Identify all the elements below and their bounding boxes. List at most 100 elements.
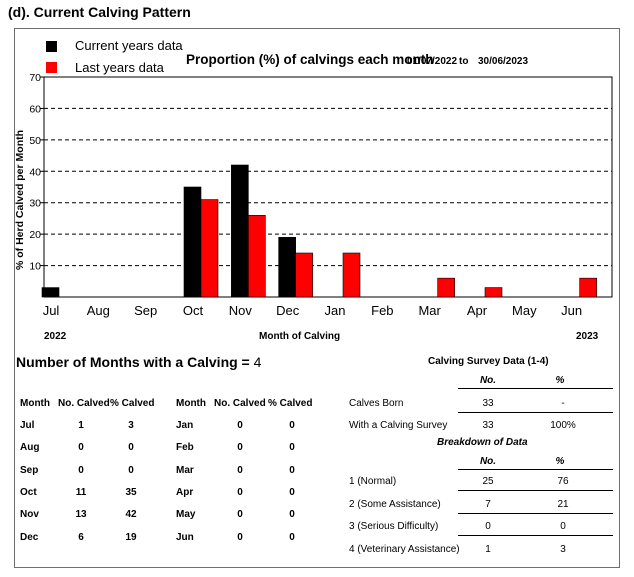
calving-bar-chart: 10 20 30 40 50 60 70 Jul Aug Sep Oct Nov Dec Jan Feb Ma…	[29, 72, 613, 318]
y-tick-label: 50	[29, 135, 41, 147]
plot-area	[43, 76, 613, 298]
x-tick-label: Aug	[87, 303, 110, 318]
calved-cell: 0	[78, 464, 84, 476]
survey-row-label: Calves Born	[349, 398, 404, 409]
x-tick-label: Nov	[229, 303, 253, 318]
bar-current	[231, 164, 249, 298]
year-end-label: 2023	[576, 331, 599, 342]
bar-current	[41, 287, 60, 298]
x-tick-label: May	[512, 303, 537, 318]
year-start-label: 2022	[44, 331, 67, 342]
pct-cell: 0	[128, 464, 134, 476]
chart-title: Proportion (%) of calvings each month	[186, 52, 434, 67]
legend-swatch-current	[46, 41, 57, 52]
x-tick-label: Oct	[183, 303, 204, 318]
col-header-month-right: Month	[176, 398, 206, 409]
date-to: 30/06/2023	[478, 56, 529, 67]
breakdown-row-rule	[458, 490, 613, 491]
breakdown-col-no: No.	[479, 456, 497, 467]
pct-cell: 0	[289, 531, 295, 543]
y-tick-label: 70	[29, 72, 41, 84]
pct-cell: 0	[289, 464, 295, 476]
x-tick-label: Jun	[561, 303, 582, 318]
month-cell: Jul	[20, 420, 35, 431]
y-tick-label: 30	[29, 198, 41, 210]
survey-row-rule	[458, 412, 613, 413]
breakdown-row-rule	[458, 512, 613, 514]
calved-cell: 0	[237, 531, 243, 543]
date-to-word: to	[459, 56, 469, 67]
col-header-calved-right: No. Calved	[214, 398, 266, 409]
breakdown-pct: 0	[560, 521, 566, 533]
pct-cell: 3	[128, 420, 134, 431]
survey-row-pct: -	[561, 398, 565, 409]
breakdown-no: 0	[485, 521, 491, 533]
x-axis-label: Month of Calving	[259, 331, 341, 342]
month-cell: Apr	[176, 486, 194, 498]
month-cell: Jan	[176, 420, 194, 431]
months-with-calving: Number of Months with a Calving = 4	[16, 354, 261, 370]
pct-cell: 0	[128, 442, 134, 454]
month-cell: May	[176, 509, 196, 521]
pct-cell: 19	[125, 531, 137, 543]
month-cell: Aug	[20, 442, 40, 454]
bar-last	[200, 199, 219, 298]
calved-cell: 0	[237, 420, 243, 431]
calved-cell: 0	[237, 442, 243, 454]
y-tick-label: 10	[29, 261, 41, 273]
x-tick-label: Jul	[43, 303, 60, 318]
y-tick-label: 60	[29, 103, 41, 115]
month-cell: Mar	[176, 464, 194, 476]
months-with-calving-value: 4	[253, 354, 262, 370]
breakdown-title: Breakdown of Data	[437, 437, 528, 448]
x-tick-label: Feb	[371, 303, 393, 318]
report-frame	[14, 28, 620, 568]
month-cell: Oct	[20, 486, 37, 498]
pct-cell: 0	[289, 486, 295, 498]
pct-cell: 0	[289, 420, 295, 431]
survey-col-no: No.	[479, 375, 497, 386]
bar-last	[484, 287, 503, 298]
legend-label-last: Last years data	[75, 60, 164, 75]
calved-cell: 0	[78, 442, 84, 454]
breakdown-label: 1 (Normal)	[349, 476, 397, 487]
calved-cell: 0	[237, 464, 243, 476]
survey-row-pct: 100%	[550, 420, 576, 431]
col-header-pct-left: % Calved	[110, 398, 155, 409]
calved-cell: 0	[237, 509, 243, 521]
breakdown-col-pct: %	[555, 456, 565, 467]
breakdown-no: 1	[485, 544, 491, 556]
survey-header-rule	[458, 388, 613, 389]
breakdown-no: 7	[485, 498, 491, 510]
pct-cell: 0	[289, 509, 295, 521]
calved-cell: 0	[237, 486, 243, 498]
x-tick-label: Sep	[134, 303, 157, 318]
col-header-pct-right: % Calved	[268, 398, 313, 409]
breakdown-label: 2 (Some Assistance)	[349, 498, 441, 510]
bar-last	[295, 252, 313, 298]
legend-swatch-last	[46, 62, 57, 73]
bar-last	[342, 252, 361, 298]
section-title: (d). Current Calving Pattern	[8, 4, 191, 20]
breakdown-no: 25	[482, 476, 494, 487]
y-tick-label: 20	[29, 229, 41, 241]
pct-cell: 0	[289, 442, 295, 454]
pct-cell: 35	[125, 486, 137, 498]
breakdown-row-rule	[458, 535, 613, 537]
calved-cell: 6	[78, 531, 84, 543]
x-tick-label: Mar	[418, 303, 441, 318]
month-cell: Jun	[176, 531, 194, 543]
col-header-month-left: Month	[20, 398, 50, 409]
col-header-calved-left: No. Calved	[58, 398, 110, 409]
breakdown-label: 4 (Veterinary Assistance)	[349, 544, 460, 556]
month-cell: Sep	[20, 464, 39, 476]
calved-cell: 1	[78, 420, 84, 431]
survey-row-label: With a Calving Survey	[349, 420, 448, 431]
pct-cell: 42	[125, 509, 137, 521]
date-from: 01/07/2022	[407, 56, 458, 67]
survey-row-no: 33	[482, 398, 494, 409]
breakdown-label: 3 (Serious Difficulty)	[349, 521, 439, 533]
bar-current	[278, 236, 296, 298]
breakdown-pct: 3	[560, 544, 566, 556]
month-cell: Dec	[20, 531, 39, 543]
